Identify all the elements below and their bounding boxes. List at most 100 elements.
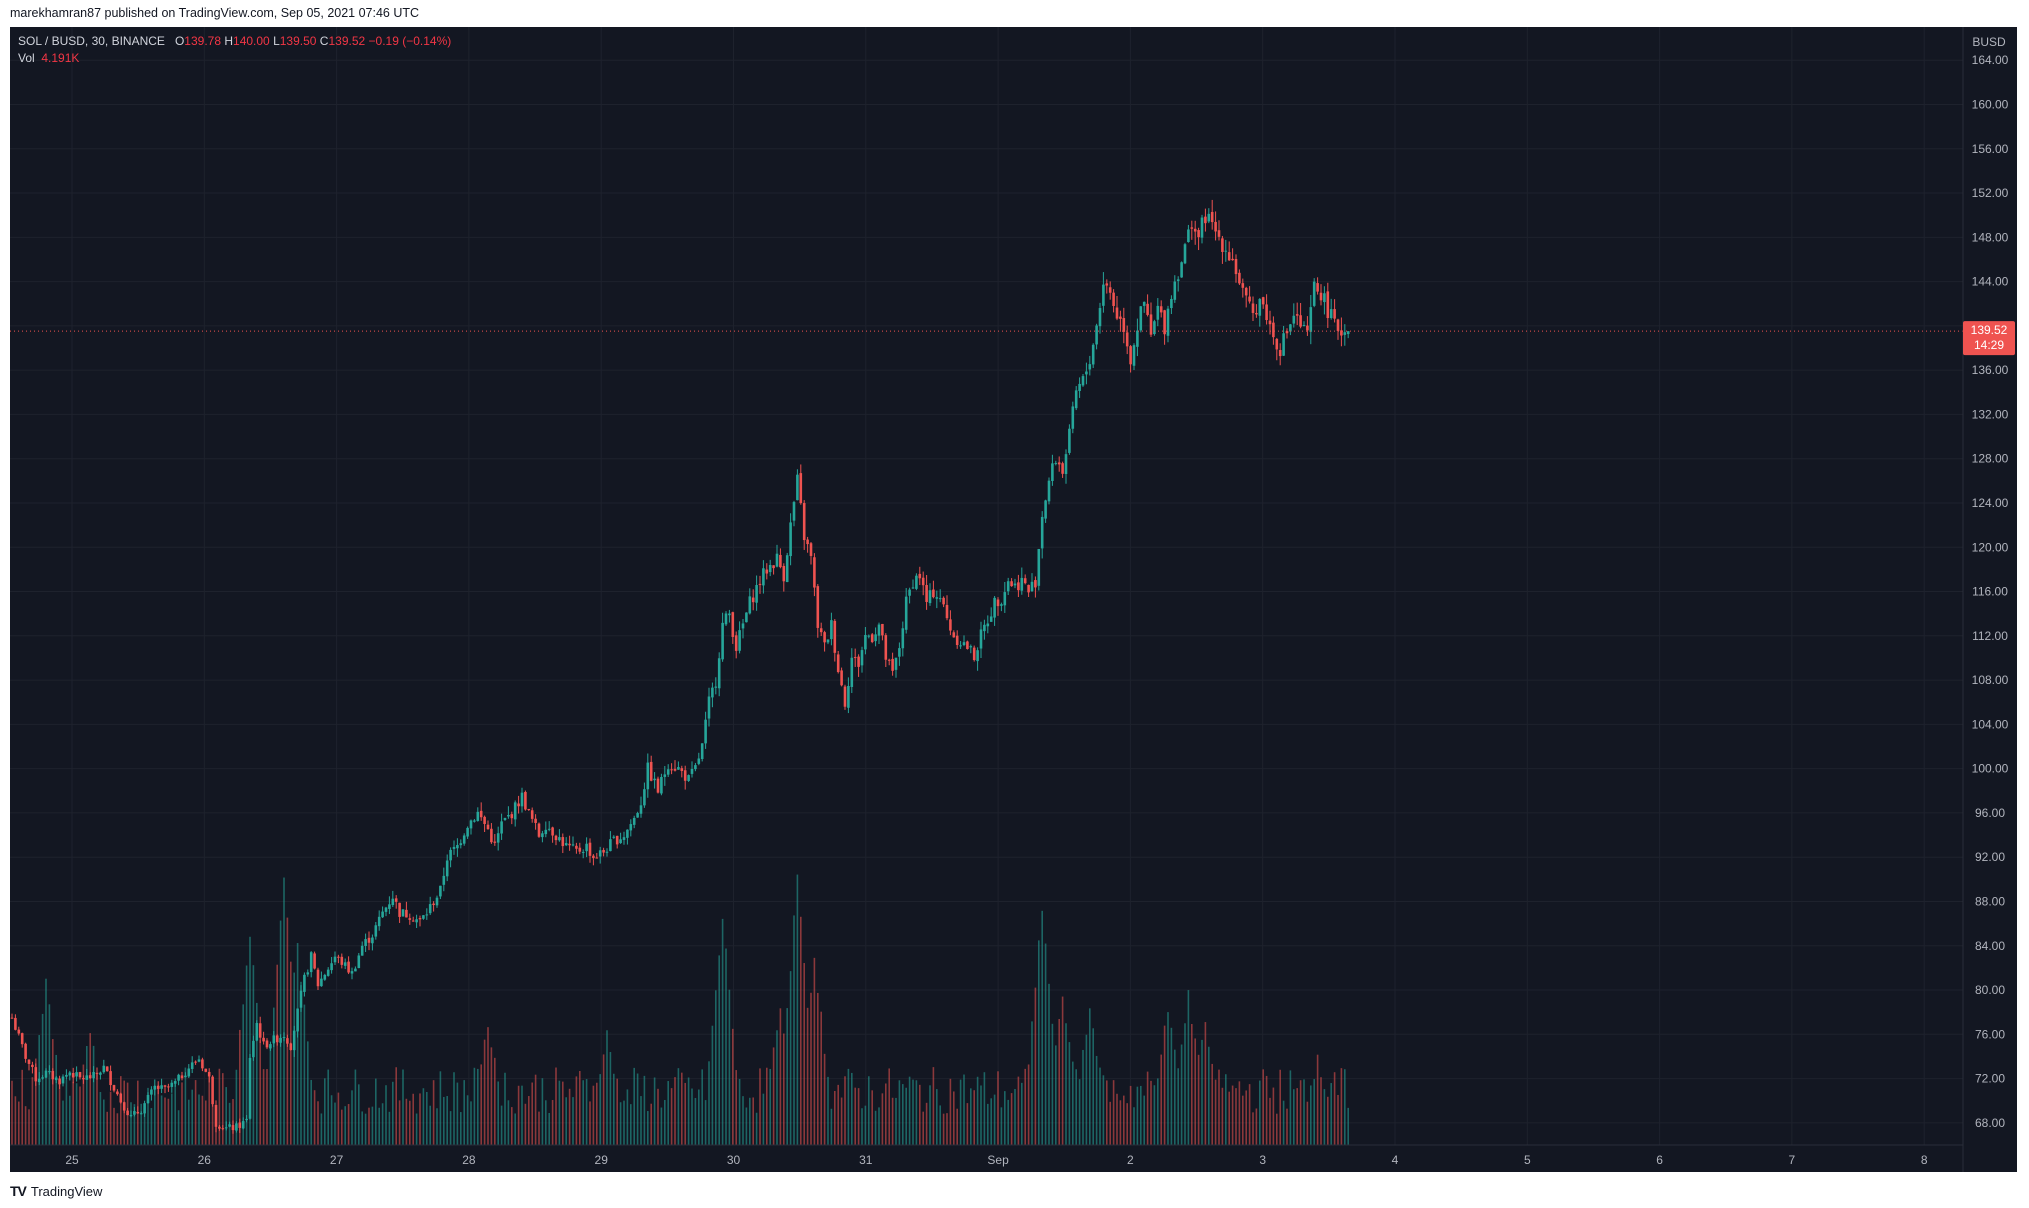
volume-bar <box>361 1111 363 1145</box>
candle-body <box>1057 462 1061 465</box>
candle-body <box>296 1008 299 1032</box>
volume-bar <box>436 1108 438 1145</box>
volume-bar <box>966 1103 969 1145</box>
symbol-name[interactable]: SOL / BUSD, 30, BINANCE <box>18 34 165 48</box>
volume-bar <box>1255 1108 1258 1145</box>
candle-body <box>639 805 643 814</box>
x-tick-label: 6 <box>1656 1153 1663 1167</box>
volume-bar <box>698 1089 700 1145</box>
volume-bar <box>1316 1054 1319 1145</box>
candle-body <box>612 836 616 838</box>
candle-body <box>82 1077 85 1080</box>
volume-bar <box>755 1112 758 1145</box>
candle-body <box>955 635 959 646</box>
candle-body <box>568 843 571 846</box>
volume-bar <box>1340 1068 1343 1145</box>
last-price-tag: 139.52 14:29 <box>1963 321 2015 356</box>
candle-body <box>1173 281 1177 300</box>
candle-body <box>17 1029 21 1034</box>
volume-bar <box>891 1097 894 1145</box>
volume-bar <box>868 1076 870 1145</box>
candle-body <box>1326 291 1330 319</box>
candle-body <box>1343 332 1347 335</box>
volume-bar <box>728 989 731 1145</box>
volume-bar <box>194 1080 197 1145</box>
volume-bar <box>313 1090 316 1145</box>
candle-body <box>1034 580 1037 588</box>
volume-bar <box>1221 1087 1224 1145</box>
candle-body <box>401 909 405 917</box>
volume-bar <box>970 1088 972 1145</box>
volume-label[interactable]: Vol <box>18 51 35 65</box>
volume-bar <box>616 1078 618 1145</box>
candle-body <box>836 654 840 673</box>
price-axis[interactable]: 164.00160.00156.00152.00148.00144.00140.… <box>1972 53 2009 1130</box>
candle-body <box>364 939 367 946</box>
volume-bar <box>1089 1008 1091 1145</box>
volume-bar <box>52 1039 54 1145</box>
volume-bar <box>919 1084 921 1145</box>
candle-body <box>1040 516 1044 549</box>
volume-bar <box>1072 1061 1074 1145</box>
candle-body <box>673 768 677 771</box>
volume-bar <box>65 1079 68 1145</box>
volume-bar <box>439 1071 442 1145</box>
candle-body <box>1061 463 1064 474</box>
candle-body <box>598 850 602 857</box>
candle-body <box>663 774 667 777</box>
candle-body <box>942 597 945 605</box>
candle-body <box>734 635 738 651</box>
candle-body <box>88 1075 92 1079</box>
volume-bar <box>1279 1069 1281 1145</box>
volume-bar <box>1320 1077 1322 1145</box>
x-tick-label: 5 <box>1524 1153 1531 1167</box>
volume-bar <box>1184 1023 1186 1145</box>
candle-body <box>867 635 871 637</box>
candle-body <box>1153 321 1156 335</box>
candle-body <box>109 1071 112 1086</box>
volume-bar <box>188 1099 190 1145</box>
volume-bar <box>405 1098 408 1145</box>
volume-bar <box>171 1093 173 1145</box>
volume-bar <box>470 1101 472 1145</box>
tradingview-brand[interactable]: TV TradingView <box>10 1183 102 1199</box>
volume-bar <box>1167 1012 1169 1145</box>
volume-bar <box>378 1107 380 1145</box>
candle-body <box>126 1110 129 1116</box>
volume-bar <box>1153 1085 1156 1145</box>
volume-bar <box>511 1107 513 1145</box>
volume-bar <box>711 1025 714 1145</box>
y-tick-label: 112.00 <box>1972 629 2008 643</box>
volume-bar <box>1068 1042 1071 1145</box>
volume-bar <box>1034 987 1037 1145</box>
y-tick-label: 92.00 <box>1975 850 2005 864</box>
volume-bar <box>677 1068 680 1145</box>
volume-bar <box>1303 1079 1305 1145</box>
candle-body <box>102 1065 106 1073</box>
candle-body <box>792 502 796 521</box>
time-axis[interactable]: 25 26 27 28 29 30 31 Sep 2 3 4 5 6 7 8 <box>65 1153 1928 1167</box>
volume-bar <box>932 1067 935 1145</box>
candle-body <box>714 686 718 688</box>
candle-body <box>782 565 786 582</box>
volume-bar <box>589 1101 591 1145</box>
volume-bar <box>929 1085 931 1145</box>
volume-bar <box>531 1082 533 1145</box>
volume-bar <box>388 1111 391 1145</box>
candle-body <box>853 657 857 659</box>
candle-body <box>520 792 524 807</box>
candle-body <box>731 612 735 637</box>
volume-bar <box>517 1085 520 1145</box>
volume-bars <box>11 874 1349 1145</box>
volume-bar <box>776 1030 778 1145</box>
volume-bar <box>483 1039 486 1145</box>
candle-body <box>1346 331 1350 335</box>
candle-body <box>891 658 894 671</box>
volume-bar <box>120 1076 122 1145</box>
volume-bar <box>844 1076 846 1145</box>
volume-bar <box>1109 1101 1111 1145</box>
candle-body <box>1078 383 1081 391</box>
volume-bar <box>1061 996 1064 1145</box>
volume-bar <box>58 1084 61 1145</box>
